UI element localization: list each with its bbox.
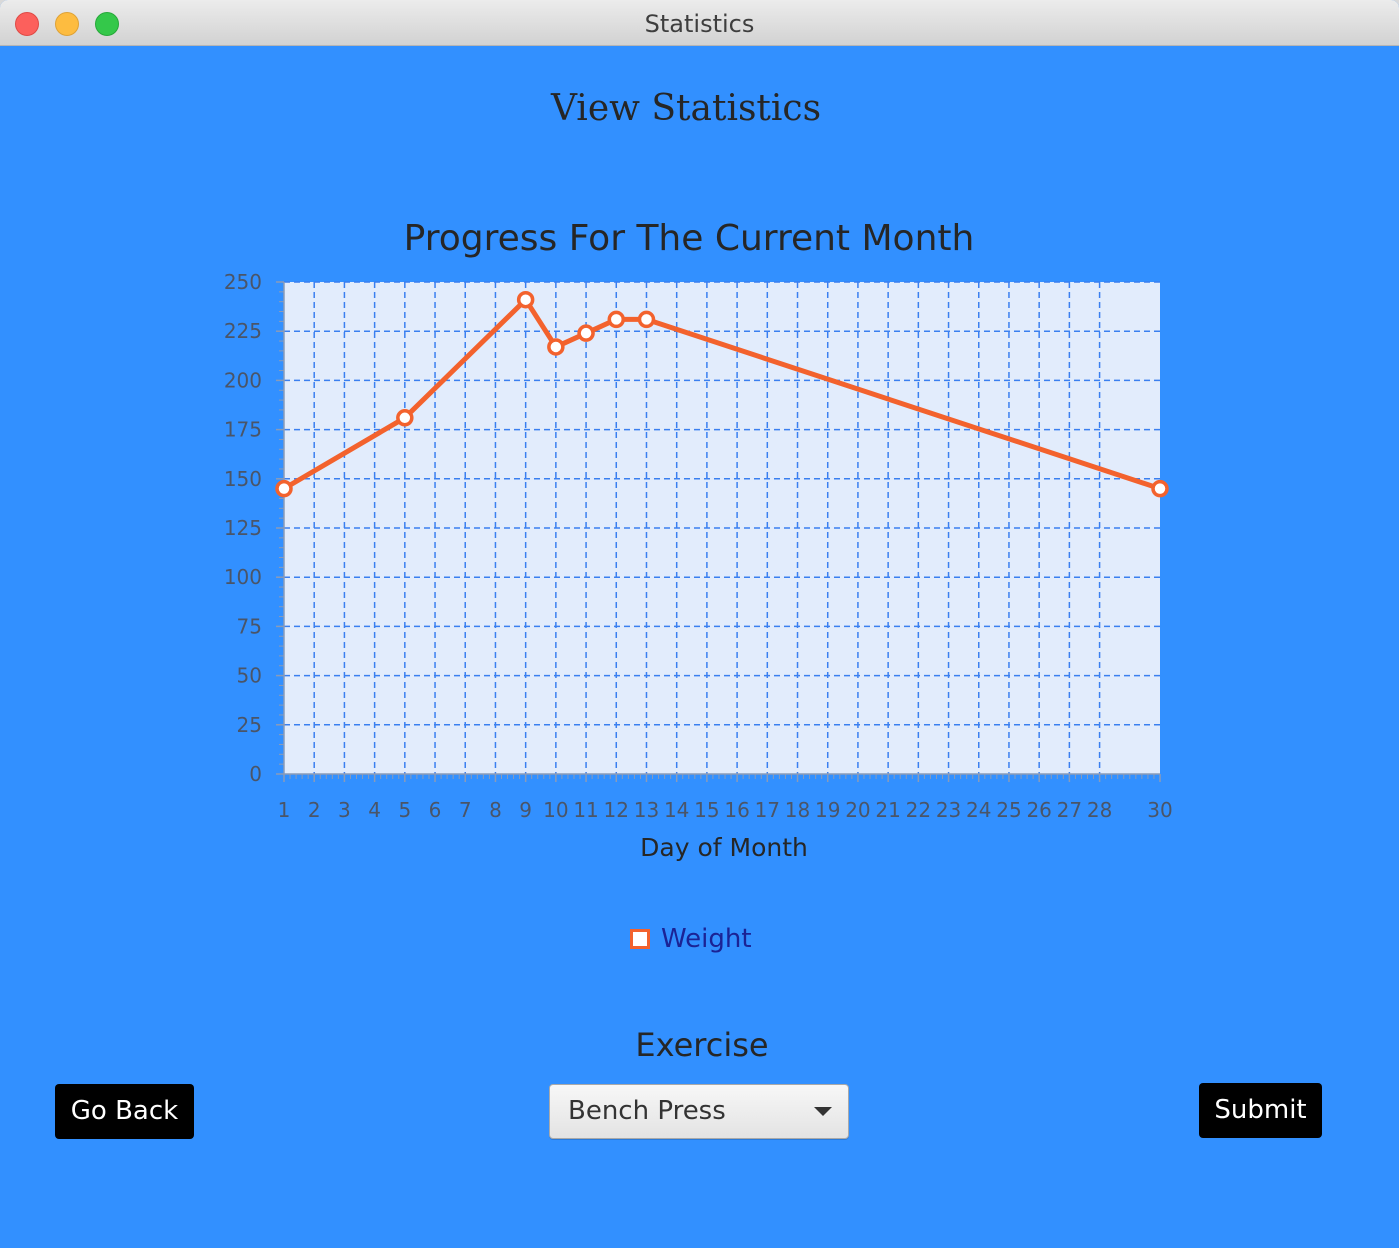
minimize-window-button[interactable]: [55, 12, 79, 36]
chevron-down-icon: [814, 1107, 832, 1116]
x-tick-label: 27: [1057, 798, 1082, 822]
x-tick-label: 2: [308, 798, 321, 822]
x-tick-label: 24: [966, 798, 991, 822]
maximize-window-button[interactable]: [95, 12, 119, 36]
data-point: [607, 310, 626, 329]
x-tick-label: 13: [634, 798, 659, 822]
window-title: Statistics: [644, 10, 755, 38]
x-tick-label: 15: [694, 798, 719, 822]
y-tick-label: 75: [237, 614, 262, 638]
x-tick-label: 18: [785, 798, 810, 822]
x-tick-label: 30: [1147, 798, 1172, 822]
x-tick-label: 20: [845, 798, 870, 822]
y-tick-label: 0: [249, 762, 262, 786]
x-tick-label: 26: [1026, 798, 1051, 822]
x-tick-label: 14: [664, 798, 689, 822]
x-tick-label: 6: [429, 798, 442, 822]
x-axis-label: Day of Month: [640, 833, 808, 862]
y-tick-label: 250: [224, 270, 262, 294]
x-tick-label: 9: [519, 798, 532, 822]
x-tick-label: 11: [573, 798, 598, 822]
x-tick-label: 16: [724, 798, 749, 822]
x-tick-label: 5: [398, 798, 411, 822]
exercise-select[interactable]: Bench Press: [549, 1084, 849, 1139]
y-tick-label: 175: [224, 418, 262, 442]
data-point: [275, 479, 293, 498]
x-tick-label: 17: [755, 798, 780, 822]
x-tick-label: 22: [906, 798, 931, 822]
exercise-label: Exercise: [635, 1026, 769, 1064]
x-tick-label: 7: [459, 798, 472, 822]
page-title: View Statistics: [550, 88, 822, 129]
x-tick-label: 4: [368, 798, 381, 822]
legend-label-weight: Weight: [661, 924, 752, 954]
y-tick-label: 150: [224, 467, 262, 491]
x-tick-label: 28: [1087, 798, 1112, 822]
x-tick-label: 12: [604, 798, 629, 822]
x-tick-label: 21: [875, 798, 900, 822]
submit-button[interactable]: Submit: [1199, 1083, 1322, 1138]
data-point: [396, 409, 414, 427]
x-tick-label: 19: [815, 798, 840, 822]
chart-legend: Weight: [630, 924, 752, 954]
x-tick-label: 23: [936, 798, 961, 822]
x-tick-label: 25: [996, 798, 1021, 822]
y-tick-label: 225: [224, 319, 262, 343]
x-tick-label: 1: [278, 798, 291, 822]
exercise-select-value: Bench Press: [568, 1096, 726, 1126]
x-tick-label: 8: [489, 798, 502, 822]
x-tick-label: 10: [543, 798, 568, 822]
y-tick-label: 25: [237, 713, 262, 737]
x-tick-label: 3: [338, 798, 351, 822]
data-point: [577, 324, 595, 342]
y-tick-label: 125: [224, 516, 262, 540]
go-back-button[interactable]: Go Back: [55, 1084, 194, 1139]
y-tick-label: 100: [224, 565, 262, 589]
data-point: [547, 338, 565, 356]
legend-swatch-icon: [630, 929, 650, 949]
data-point: [516, 290, 535, 309]
data-point: [637, 310, 656, 329]
title-bar: Statistics: [0, 0, 1399, 46]
y-tick-label: 200: [224, 368, 262, 392]
close-window-button[interactable]: [15, 12, 39, 36]
chart-title: Progress For The Current Month: [403, 218, 975, 259]
data-point: [1151, 479, 1169, 498]
y-tick-label: 50: [237, 664, 262, 688]
